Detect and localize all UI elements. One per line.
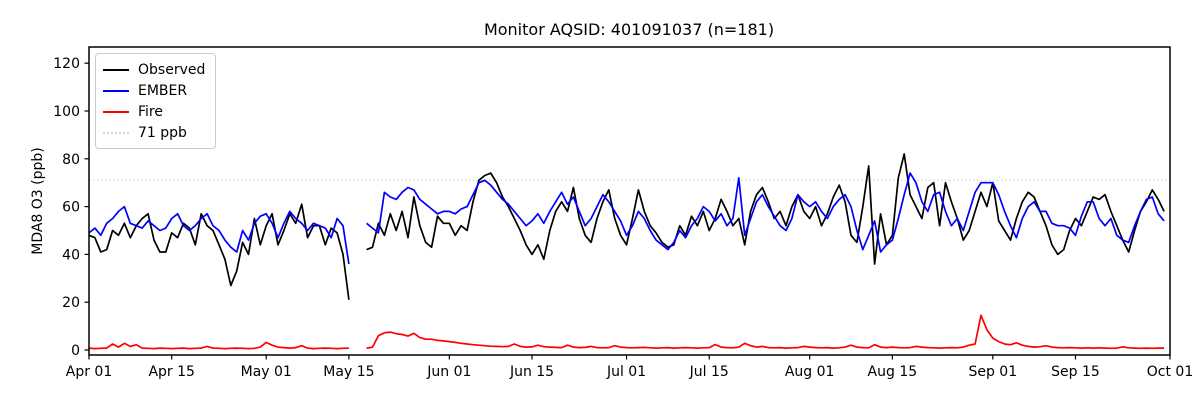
y-axis-label: MDA8 O3 (ppb) — [30, 147, 46, 255]
legend-label: EMBER — [138, 82, 188, 99]
legend-label: Observed — [138, 61, 206, 78]
y-tick-label: 60 — [62, 200, 80, 216]
series-line-fire — [88, 314, 1165, 350]
legend-item-observed: Observed — [103, 59, 205, 80]
x-tick-label: May 15 — [323, 364, 374, 380]
y-tick-label: 100 — [53, 104, 80, 120]
legend-item-fire: Fire — [103, 101, 205, 122]
x-tick-label: Sep 15 — [1051, 364, 1100, 380]
x-tick-label: Sep 01 — [968, 364, 1017, 380]
legend-item-71-ppb: 71 ppb — [103, 122, 205, 143]
series-line-observed — [88, 153, 1165, 300]
x-tick-label: May 01 — [241, 364, 292, 380]
x-tick-label: Apr 15 — [148, 364, 194, 380]
legend-swatch-dotted — [103, 131, 129, 134]
legend: Observed EMBER Fire 71 ppb — [95, 53, 217, 149]
x-tick-label: Jun 15 — [509, 364, 554, 380]
y-tick-label: 20 — [62, 295, 80, 311]
x-tick-label: Apr 01 — [66, 364, 112, 380]
y-tick-label: 0 — [71, 343, 80, 359]
x-tick-label: Aug 01 — [785, 364, 835, 380]
plot-border — [88, 46, 1171, 356]
legend-swatch-solid — [103, 68, 129, 71]
legend-label: Fire — [138, 103, 163, 120]
x-tick-label: Oct 01 — [1147, 364, 1193, 380]
y-tick-label: 40 — [62, 247, 80, 263]
x-tick-label: Aug 15 — [868, 364, 918, 380]
legend-swatch-solid — [103, 110, 129, 113]
x-tick-label: Jun 01 — [426, 364, 471, 380]
chart-title: Monitor AQSID: 401091037 (n=181) — [483, 20, 775, 39]
x-tick-label: Jul 15 — [689, 364, 729, 380]
legend-label: 71 ppb — [138, 124, 187, 141]
y-tick-label: 120 — [53, 56, 80, 72]
series-line-ember — [88, 172, 1165, 265]
legend-item-ember: EMBER — [103, 80, 205, 101]
legend-swatch-solid — [103, 89, 129, 92]
y-tick-label: 80 — [62, 152, 80, 168]
x-tick-label: Jul 01 — [606, 364, 646, 380]
